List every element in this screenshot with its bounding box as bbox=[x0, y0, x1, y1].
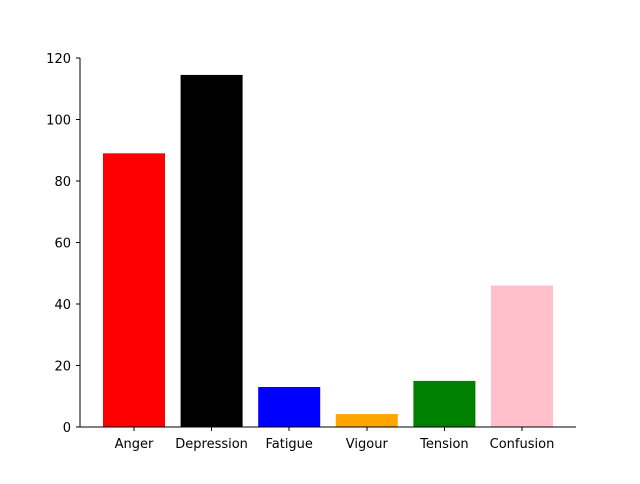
x-tick-label: Anger bbox=[115, 437, 154, 452]
y-tick-label: 80 bbox=[54, 175, 71, 190]
x-tick-label: Vigour bbox=[346, 437, 389, 452]
bar-tension bbox=[413, 380, 476, 428]
y-axis-ticks: 0 20 40 60 80 100 120 bbox=[46, 52, 80, 436]
bar-depression bbox=[180, 74, 243, 427]
y-tick-label: 0 bbox=[63, 421, 71, 436]
bar-vigour bbox=[335, 414, 398, 427]
x-tick-label: Tension bbox=[419, 437, 469, 452]
x-tick-label: Fatigue bbox=[265, 437, 312, 452]
x-tick-label: Confusion bbox=[490, 437, 555, 452]
y-tick-label: 60 bbox=[54, 237, 71, 252]
bars-group bbox=[103, 74, 553, 428]
y-tick-label: 120 bbox=[46, 52, 71, 67]
y-tick-label: 100 bbox=[46, 114, 71, 129]
x-tick-label: Depression bbox=[175, 437, 248, 452]
x-axis-ticks: Anger Depression Fatigue Vigour Tension Confu… bbox=[115, 427, 555, 452]
y-tick-label: 40 bbox=[54, 298, 71, 313]
bar-fatigue bbox=[258, 387, 321, 427]
bar-anger bbox=[103, 153, 165, 427]
y-tick-label: 20 bbox=[54, 360, 71, 375]
bar-confusion bbox=[491, 285, 553, 427]
